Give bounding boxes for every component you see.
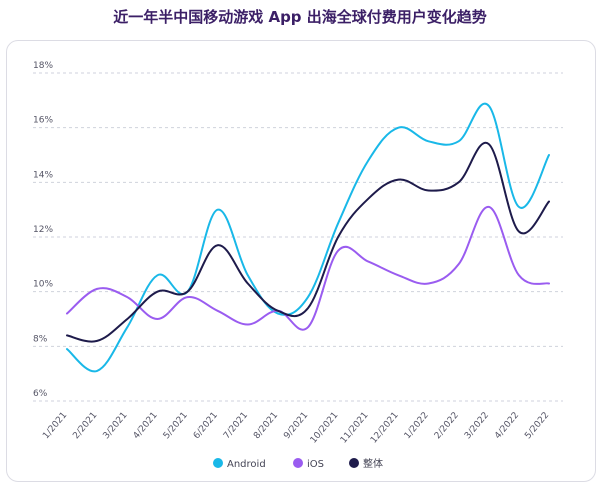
- x-tick-label: 7/2021: [222, 411, 250, 442]
- x-tick-label: 4/2022: [493, 411, 521, 442]
- x-tick-label: 9/2021: [282, 411, 310, 442]
- x-axis-ticks: 1/2021 2/2021 3/2021 4/2021 5/2021 6/2021 7/20…: [41, 411, 551, 446]
- x-tick-label: 2/2021: [71, 411, 99, 442]
- series-line: [66, 205, 550, 331]
- y-tick-label: 6%: [33, 389, 48, 399]
- x-tick-label: 2/2022: [433, 411, 461, 442]
- x-tick-label: 12/2021: [369, 411, 401, 446]
- x-tick-label: 3/2022: [463, 411, 491, 442]
- series-line: [66, 102, 550, 373]
- y-axis-ticks: 6% 8% 10% 12% 14% 16% 18%: [33, 61, 53, 399]
- series-line: [66, 141, 550, 343]
- y-tick-label: 14%: [33, 170, 53, 180]
- legend-marker: [293, 458, 303, 468]
- x-tick-label: 5/2022: [523, 411, 551, 442]
- chart-card: 6% 8% 10% 12% 14% 16% 18% 1/2021 2/2021 3/2021 4/…: [6, 40, 596, 482]
- legend-label: iOS: [307, 459, 324, 470]
- x-tick-label: 6/2021: [192, 411, 220, 442]
- x-tick-label: 8/2021: [252, 411, 280, 442]
- x-tick-label: 4/2021: [132, 411, 160, 442]
- legend-marker: [213, 458, 223, 468]
- legend-label: Android: [227, 459, 266, 470]
- x-tick-label: 11/2021: [339, 411, 371, 446]
- x-tick-label: 10/2021: [309, 411, 341, 446]
- grid-layer: [33, 72, 563, 402]
- y-tick-label: 16%: [33, 116, 53, 126]
- legend: Android iOS 整体: [213, 457, 383, 470]
- y-tick-label: 12%: [33, 225, 53, 235]
- line-chart: 6%8%10%12%14%16%18% 1/2021 2/2021 3/2021 4/…: [33, 61, 563, 470]
- x-tick-label: 1/2021: [41, 411, 69, 442]
- y-tick-label: 8%: [33, 334, 48, 344]
- chart-title: 近一年半中国移动游戏 App 出海全球付费用户变化趋势: [113, 8, 487, 26]
- y-tick-label: 10%: [33, 280, 53, 290]
- y-tick-label: 18%: [33, 61, 53, 71]
- series-layer: [66, 102, 550, 373]
- legend-label: 整体: [363, 457, 383, 470]
- x-tick-label: 5/2021: [162, 411, 190, 442]
- legend-marker: [349, 458, 359, 468]
- x-tick-label: 1/2022: [403, 411, 431, 442]
- x-tick-label: 3/2021: [102, 411, 130, 442]
